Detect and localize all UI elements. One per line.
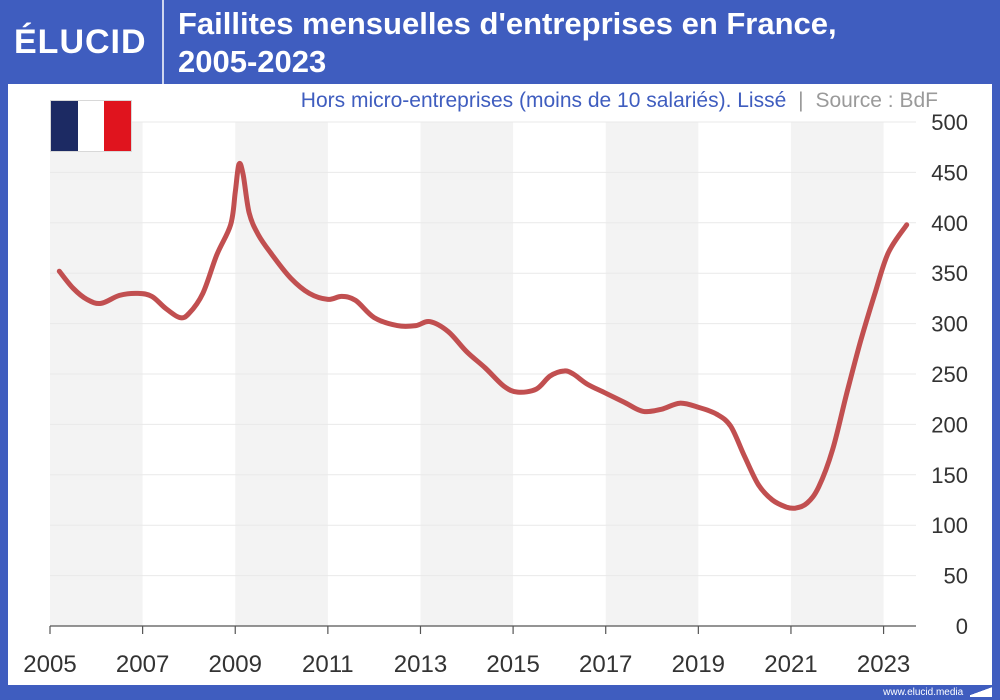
title-line-1: Faillites mensuelles d'entreprises en Fr…	[178, 6, 837, 41]
y-tick-label-450: 450	[931, 160, 968, 185]
x-tick-label-2013: 2013	[394, 651, 447, 678]
line-chart: 0 50 100 150 200 250 300 350 400 450 500 2005 2007 20…	[23, 110, 968, 678]
y-tick-label-100: 100	[931, 513, 968, 538]
france-flag-icon	[50, 100, 132, 152]
flag-stripe-white	[77, 101, 105, 151]
x-tick-label-2007: 2007	[116, 651, 169, 678]
source-label: Source : BdF	[815, 89, 938, 112]
x-tick-label-2023: 2023	[857, 651, 910, 678]
footer-url[interactable]: www.elucid.media	[883, 687, 964, 698]
x-tick-label-2019: 2019	[672, 651, 725, 678]
y-tick-label-250: 250	[931, 362, 968, 387]
x-tick-label-2017: 2017	[579, 651, 632, 678]
y-tick-label-300: 300	[931, 312, 968, 337]
y-tick-label-400: 400	[931, 211, 968, 236]
x-tick-label-2015: 2015	[486, 651, 539, 678]
y-tick-label-350: 350	[931, 261, 968, 286]
x-tick-label-2005: 2005	[23, 651, 76, 678]
chart-subtitle: Hors micro-entreprises (moins de 10 sala…	[178, 88, 938, 114]
elucid-mark-icon	[970, 687, 992, 698]
subtitle-separator: |	[798, 89, 804, 112]
header-divider	[162, 0, 164, 84]
y-tick-label-500: 500	[931, 110, 968, 135]
elucid-logo[interactable]: ÉLUCID	[14, 23, 147, 61]
y-tick-label-0: 0	[956, 614, 968, 639]
chart-title: Faillites mensuelles d'entreprises en Fr…	[178, 5, 978, 81]
footer: www.elucid.media	[883, 685, 992, 700]
y-tick-label-200: 200	[931, 412, 968, 437]
header: ÉLUCID Faillites mensuelles d'entreprise…	[0, 0, 1000, 84]
flag-stripe-red	[104, 101, 132, 151]
x-tick-label-2011: 2011	[302, 651, 354, 678]
x-tick-label-2009: 2009	[209, 651, 262, 678]
flag-stripe-blue	[51, 101, 78, 151]
y-tick-label-150: 150	[931, 463, 968, 488]
y-tick-label-50: 50	[944, 564, 968, 589]
title-line-2: 2005-2023	[178, 44, 327, 79]
x-tick-label-2021: 2021	[764, 651, 817, 678]
series-line	[56, 160, 910, 511]
chart-panel: 0 50 100 150 200 250 300 350 400 450 500 2005 2007 20…	[8, 84, 992, 685]
subtitle-text: Hors micro-entreprises (moins de 10 sala…	[300, 89, 787, 112]
